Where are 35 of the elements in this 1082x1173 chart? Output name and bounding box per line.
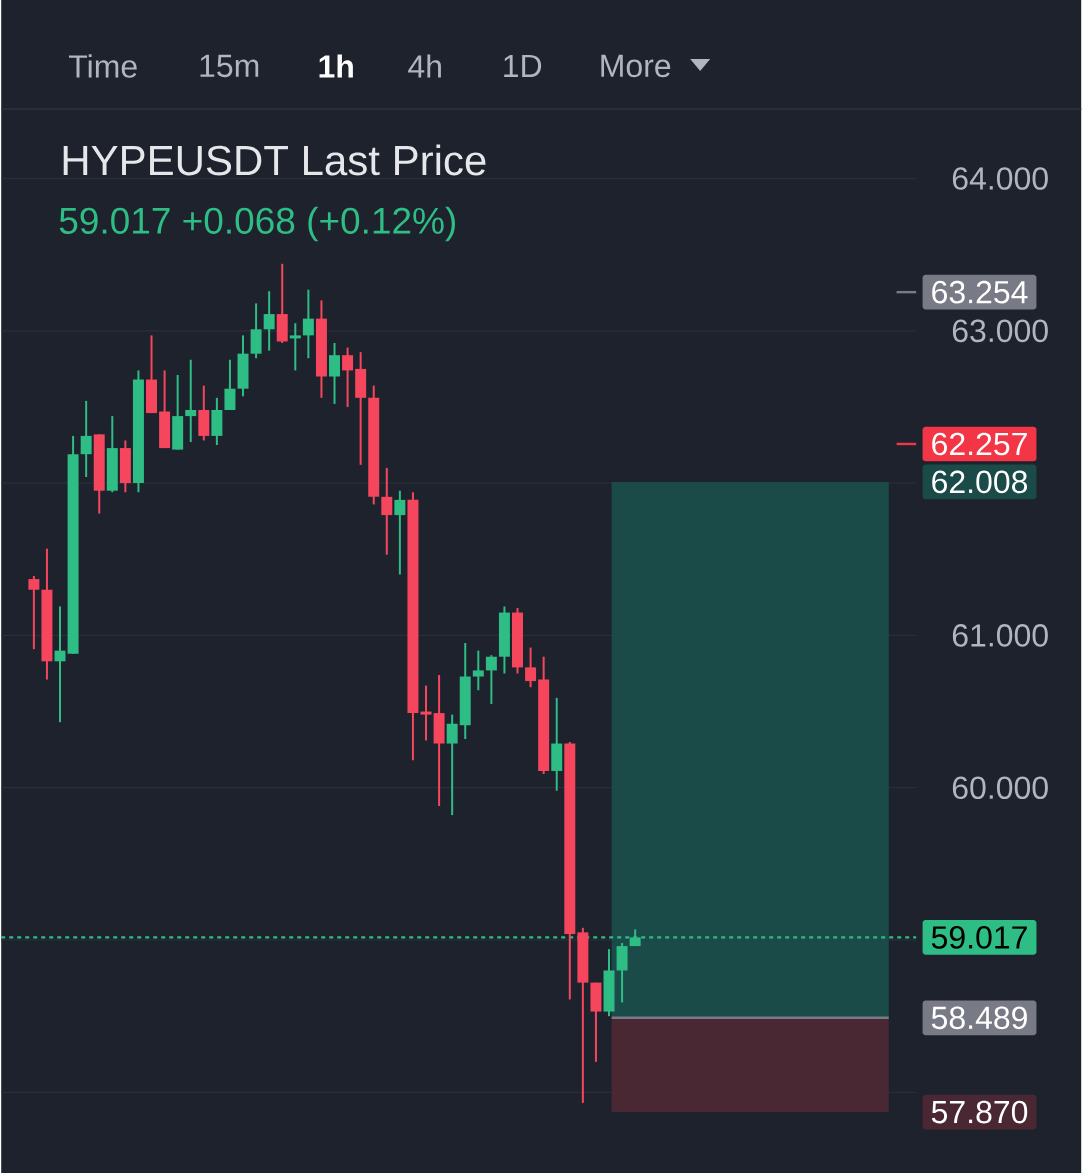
text: 59.017 +0.068 (+0.12%) xyxy=(59,206,455,242)
candlestick xyxy=(446,713,458,817)
candlestick xyxy=(289,322,301,372)
candlestick xyxy=(54,605,66,724)
ref-line-label: 58.489 xyxy=(931,1006,1027,1030)
candlestick xyxy=(394,489,406,576)
y-tick-label: 64.000 xyxy=(952,167,1048,190)
ref-line-label: 59.017 xyxy=(931,926,1027,949)
text: HYPEUSDT Last Price xyxy=(63,144,486,176)
text: 1h xyxy=(319,54,353,78)
band-label: 57.870 xyxy=(931,1100,1028,1124)
candlestick xyxy=(525,646,536,689)
candlestick xyxy=(302,288,314,360)
band-label: 62.008 xyxy=(932,470,1027,494)
text: Time xyxy=(68,54,137,78)
text: 15m xyxy=(200,54,259,78)
candlestick xyxy=(224,358,236,412)
candlestick xyxy=(420,684,432,742)
candlestick xyxy=(485,654,497,705)
text: More xyxy=(601,54,671,78)
y-tick-label: 60.000 xyxy=(952,776,1048,800)
candlestick xyxy=(263,290,275,352)
ref-line-label: 63.254 xyxy=(932,280,1028,304)
candlestick xyxy=(328,342,340,405)
ref-line-label: 62.257 xyxy=(932,432,1027,456)
text: 4h xyxy=(408,54,441,78)
y-tick-label: 61.000 xyxy=(952,624,1048,647)
candlestick xyxy=(342,346,353,408)
candlestick xyxy=(472,649,484,692)
candlestick xyxy=(80,399,92,479)
candlestick xyxy=(28,575,40,651)
y-tick-label: 63.000 xyxy=(952,319,1048,343)
text: 1D xyxy=(504,54,542,77)
candlestick xyxy=(185,358,197,443)
candlestick xyxy=(381,466,393,556)
